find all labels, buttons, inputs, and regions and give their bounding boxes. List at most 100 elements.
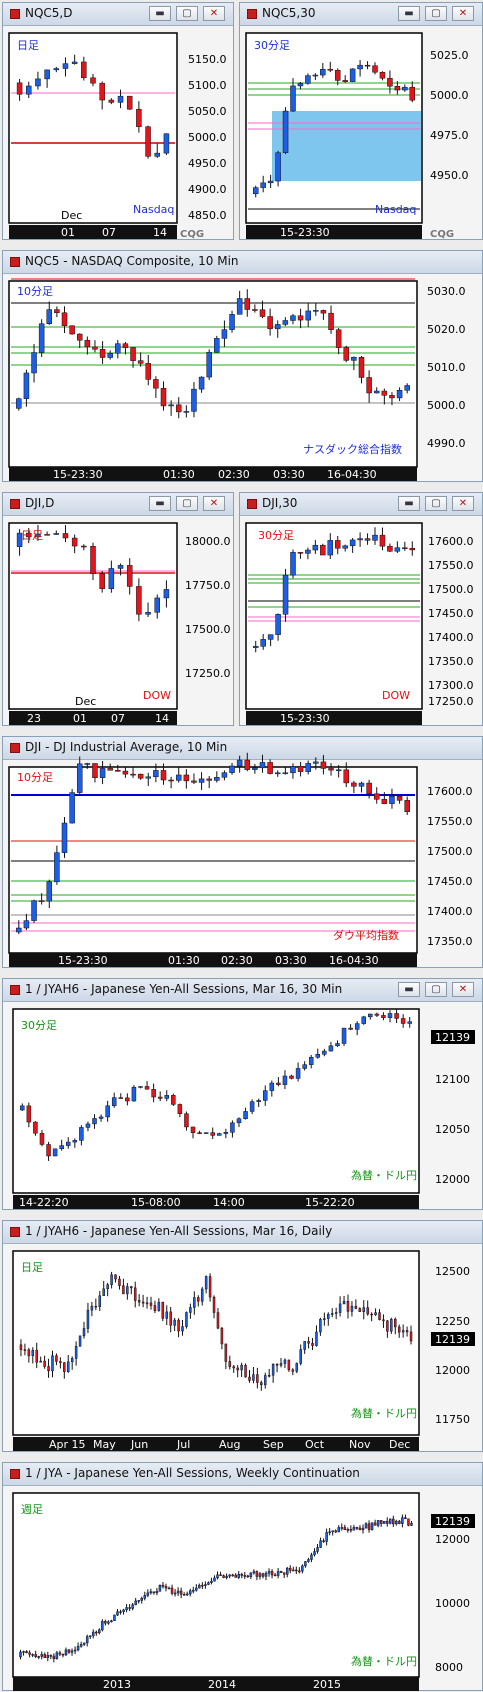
candle-body (351, 782, 357, 787)
candle-body (354, 1023, 360, 1030)
price-tick: 17500.0 (428, 583, 474, 596)
candle-body (145, 363, 152, 380)
candle-body (305, 75, 311, 84)
candle-body (368, 1013, 373, 1018)
candle-body (381, 799, 388, 804)
series-label: 為替・ドル円 (351, 1654, 417, 1668)
candle-body (279, 1363, 283, 1366)
candle-body (274, 772, 281, 775)
candle-body (404, 385, 410, 391)
chart-svg[interactable]: 10分足 ダウ平均指数 17600.0 17550.0 17500.0 1745… (3, 737, 483, 969)
candle-body (69, 792, 75, 824)
time-tick: 01 (73, 712, 87, 725)
minimize-button[interactable]: ▬ (149, 6, 171, 21)
close-button[interactable]: ✕ (203, 6, 225, 21)
candle-body (210, 1132, 215, 1136)
candle-body (177, 1104, 183, 1114)
candle-body (394, 1013, 399, 1019)
time-tick: 14 (155, 712, 169, 725)
candle-body (71, 537, 78, 547)
candle-body (16, 82, 23, 95)
restore-button[interactable]: ▢ (176, 6, 198, 21)
chart-svg[interactable]: 30分足 Nasdaq 5025.0 5000.0 4975.0 4950.0 … (240, 3, 483, 241)
title-bar[interactable]: DJI - DJ Industrial Average, 10 Min (3, 737, 482, 760)
candle-body (407, 1021, 412, 1024)
candle-body (274, 324, 281, 330)
chart-svg[interactable]: 日足 為替・ドル円 12500 12250 12000 11750 12139 … (3, 1221, 483, 1453)
restore-button[interactable]: ▢ (176, 496, 198, 511)
title-bar[interactable]: 1 / JYAH6 - Japanese Yen-All Sessions, M… (3, 1221, 482, 1244)
candle-body (104, 1621, 107, 1624)
candle-body (198, 1584, 201, 1589)
candle-body (145, 1302, 149, 1305)
title-bar[interactable]: NQC5,D ▬ ▢ ✕ (3, 3, 233, 26)
time-tick: 15-23:30 (58, 954, 108, 967)
candle-body (164, 1586, 168, 1589)
candle-body (115, 343, 121, 354)
title-bar[interactable]: 1 / JYA - Japanese Yen-All Sessions, Wee… (3, 1463, 482, 1486)
candle-body (38, 323, 45, 353)
title-bar[interactable]: NQC5,30 ▬ ▢ ✕ (240, 3, 482, 26)
candle-body (90, 1305, 94, 1311)
candles (248, 527, 420, 653)
candle-body (252, 646, 259, 648)
title-bar[interactable]: 1 / JYAH6 - Japanese Yen-All Sessions, M… (3, 979, 482, 1002)
candle-body (23, 1349, 27, 1351)
candle-body (256, 1100, 261, 1102)
candle-body (214, 777, 220, 781)
chart-svg[interactable]: 10分足 ナスダック総合指数 5030.0 5020.0 5010.0 5000… (3, 251, 483, 483)
cqg-logo: CQG (180, 229, 204, 240)
price-tick: 5050.0 (188, 105, 227, 118)
minimize-button[interactable]: ▬ (398, 982, 420, 997)
chart-svg[interactable]: 日足 DOW 18000.0 17750.0 17500.0 17250.0 D… (3, 493, 235, 727)
close-button[interactable]: ✕ (203, 496, 225, 511)
candle-body (99, 82, 105, 101)
candle-body (243, 1111, 248, 1119)
time-tick: 07 (111, 712, 125, 725)
candle-body (229, 765, 235, 773)
restore-button[interactable]: ▢ (425, 6, 447, 21)
candle-body (386, 1320, 389, 1332)
restore-button[interactable]: ▢ (425, 982, 447, 997)
restore-button[interactable]: ▢ (425, 496, 447, 511)
candle-body (366, 1307, 369, 1315)
candle-body (282, 110, 289, 153)
chart-svg[interactable]: 日足 Nasdaq 5150.0 5100.0 5050.0 5000.0 49… (3, 3, 235, 241)
candle-body (267, 762, 273, 774)
cqg-window-icon (10, 9, 20, 19)
candle-body (165, 1311, 168, 1319)
candle-body (138, 1086, 143, 1088)
chart-svg[interactable]: 30分足 為替・ドル円 12100 12050 12000 12139 14-2… (3, 979, 483, 1211)
candle-body (361, 1527, 365, 1531)
minimize-button[interactable]: ▬ (398, 496, 420, 511)
candle-body (153, 770, 159, 778)
candle-body (98, 1295, 102, 1307)
title-bar[interactable]: DJI,D ▬ ▢ ✕ (3, 493, 233, 516)
plot-area (8, 766, 418, 954)
candle-body (84, 763, 91, 765)
close-button[interactable]: ✕ (452, 496, 474, 511)
candle-body (84, 339, 91, 348)
candle-body (62, 63, 69, 69)
candle-body (402, 547, 408, 549)
close-button[interactable]: ✕ (452, 982, 474, 997)
chart-svg[interactable]: 30分足 DOW 17600.0 17550.0 17500.0 17450.0… (240, 493, 483, 727)
candle-body (38, 900, 45, 902)
candle-body (44, 534, 50, 536)
chart-window-dji-10min: DJI - DJ Industrial Average, 10 Min 10分足… (2, 736, 483, 968)
candle-body (402, 86, 408, 91)
candle-body (370, 1522, 374, 1530)
title-bar[interactable]: DJI,30 ▬ ▢ ✕ (240, 493, 482, 516)
minimize-button[interactable]: ▬ (398, 6, 420, 21)
minimize-button[interactable]: ▬ (149, 496, 171, 511)
price-tick: 17600.0 (428, 535, 474, 548)
candle-body (143, 1595, 147, 1599)
chart-svg[interactable]: 週足 為替・ドル円 12000 10000 8000 12139 2013 20… (3, 1463, 483, 1692)
candle-body (26, 85, 32, 95)
title-bar[interactable]: NQC5 - NASDAQ Composite, 10 Min (3, 251, 482, 274)
candle-body (295, 1363, 299, 1372)
candles (11, 278, 415, 419)
candle-body (376, 1520, 380, 1526)
close-button[interactable]: ✕ (452, 6, 474, 21)
window-title: DJI,30 (262, 496, 298, 510)
